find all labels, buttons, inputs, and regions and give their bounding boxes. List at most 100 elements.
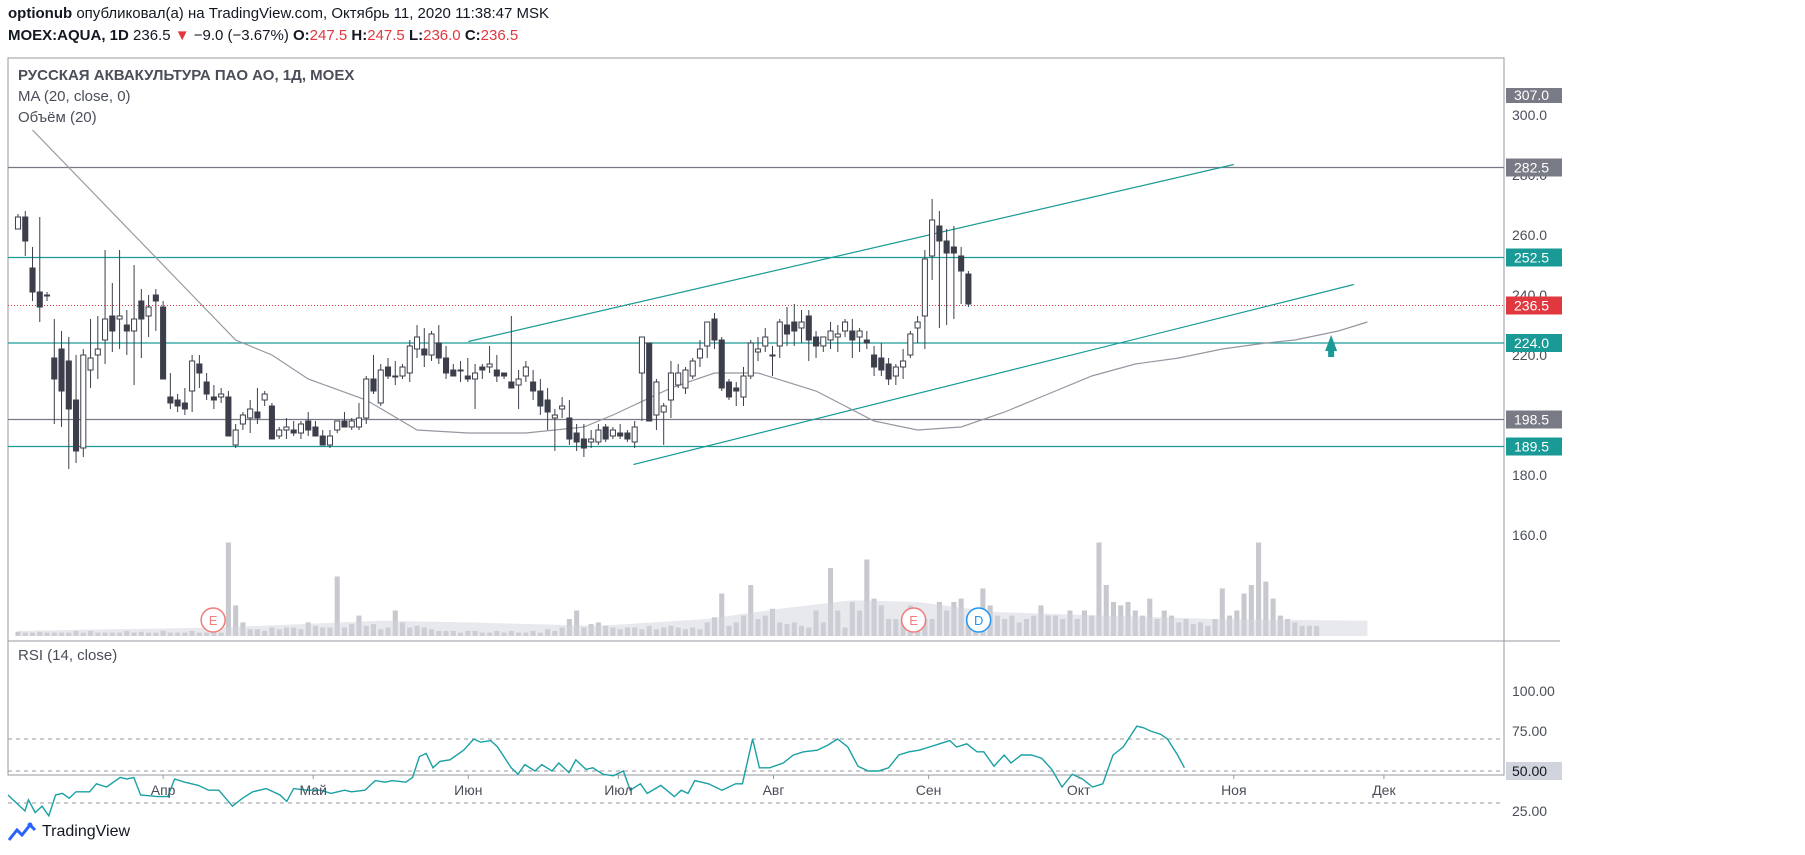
open-label: O:: [293, 27, 310, 44]
level-price-tag: [1506, 334, 1562, 352]
brand-label: TradingView: [42, 823, 131, 840]
price-tick-label: 300.0: [1512, 107, 1547, 123]
candle-body: [733, 387, 740, 392]
volume-legend[interactable]: Объём (20): [18, 109, 97, 126]
candle-body: [174, 399, 181, 407]
candle-body: [305, 420, 312, 431]
price-tick-label: 180.0: [1512, 467, 1547, 483]
candle-body: [921, 258, 928, 317]
rsi-tick-label: 75.00: [1512, 723, 1547, 739]
volume-bar: [334, 576, 340, 636]
candle-body: [675, 372, 682, 386]
candle-body: [94, 348, 101, 356]
level-price-tag: [1506, 437, 1562, 456]
candle-body: [638, 336, 645, 374]
candle-body: [145, 306, 152, 317]
trend-line[interactable]: [468, 163, 1234, 343]
candle-body: [22, 216, 29, 242]
long-position-arrow-icon[interactable]: [1325, 335, 1338, 357]
candle-body: [479, 366, 486, 371]
dividend-marker[interactable]: [965, 607, 992, 633]
candle-body: [355, 417, 363, 428]
high-value: 247.5: [367, 27, 405, 44]
candle-body: [290, 429, 297, 434]
earnings-marker[interactable]: [900, 607, 927, 633]
ohlc-line: MOEX:AQUA, 1D 236.5 ▼ −9.0 (−3.67%) O:24…: [8, 27, 518, 44]
candle-body: [450, 369, 457, 377]
candle-body: [776, 321, 783, 347]
candle-body: [457, 369, 464, 372]
rsi-legend[interactable]: RSI (14, close): [18, 647, 118, 664]
candle-body: [123, 324, 130, 332]
candle-body: [73, 399, 80, 452]
candle-body: [573, 432, 580, 443]
candle-body: [834, 333, 841, 338]
candle-body: [740, 375, 747, 398]
top-price-tag: [1506, 88, 1562, 103]
candle-body: [580, 438, 587, 449]
candle-body: [428, 333, 435, 356]
candle-body: [871, 354, 878, 368]
candle-body: [646, 342, 653, 422]
candle-body: [377, 369, 384, 404]
candle-body: [131, 318, 138, 332]
candle-body: [370, 378, 377, 392]
published-text: опубликовал(а) на TradingView.com, Октяб…: [76, 5, 550, 22]
rsi-current-label: 50.00: [1512, 763, 1547, 779]
chart-canvas[interactable]: 300.0280.0260.0240.0220.0200.0180.0160.0…: [0, 0, 1805, 820]
top-price-label: 307.0: [1514, 87, 1549, 103]
candle-body: [261, 393, 268, 401]
candle-body: [958, 255, 965, 272]
candle-body: [196, 363, 203, 374]
x-axis-label: Окт: [1067, 782, 1091, 798]
candle-body: [965, 273, 972, 305]
candle-body: [239, 414, 246, 425]
candle-body: [813, 336, 820, 347]
ma-legend[interactable]: MA (20, close, 0): [18, 88, 131, 105]
level-price-tag: [1506, 410, 1562, 429]
candle-body: [609, 429, 616, 437]
candle-body: [326, 435, 334, 446]
candle-body: [406, 345, 413, 374]
candle-body: [435, 342, 442, 359]
candle-body: [849, 330, 856, 341]
tradingview-brand[interactable]: TradingView: [8, 822, 130, 842]
candle-body: [232, 429, 239, 446]
volume-bar: [828, 568, 834, 636]
publish-line: optionub опубликовал(а) на TradingView.c…: [8, 5, 549, 22]
candle-body: [617, 432, 624, 437]
candle-body: [486, 363, 493, 368]
candle-body: [827, 330, 834, 341]
candle-body: [36, 291, 43, 308]
volume-bar: [1248, 585, 1254, 636]
price-tick-label: 260.0: [1512, 227, 1547, 243]
trend-line[interactable]: [633, 283, 1355, 466]
candle-body: [798, 321, 805, 329]
candle-body: [508, 381, 515, 389]
candle-body: [283, 426, 290, 431]
volume-ma-area: [18, 600, 1368, 636]
level-price-tag: [1506, 248, 1562, 267]
event-marker-label: D: [974, 613, 983, 628]
level-price-label: 252.5: [1514, 250, 1549, 266]
rsi-tick-label: 25.00: [1512, 803, 1547, 819]
x-axis-label: Июл: [604, 782, 632, 798]
author-name[interactable]: optionub: [8, 5, 73, 22]
x-axis-label: Апр: [151, 782, 176, 798]
tradingview-logo-icon: [8, 822, 36, 841]
candle-body: [885, 363, 892, 380]
candle-body: [421, 348, 428, 356]
candle-body: [892, 366, 899, 377]
candle-body: [189, 360, 196, 392]
volume-bar: [864, 559, 870, 636]
volume-bar: [1256, 542, 1262, 636]
earnings-marker[interactable]: [200, 607, 226, 633]
candle-body: [102, 318, 109, 341]
close-value: 236.5: [480, 27, 519, 44]
candle-body: [667, 372, 674, 401]
candle-body: [718, 339, 725, 389]
candle-body: [842, 321, 849, 332]
candle-body: [544, 399, 551, 413]
candle-body: [929, 219, 936, 257]
candle-body: [537, 390, 544, 407]
